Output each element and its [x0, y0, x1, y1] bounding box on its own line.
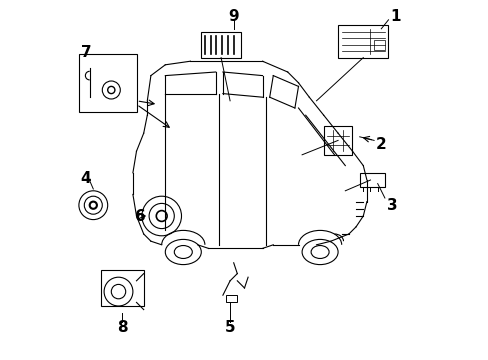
Bar [101, 270, 143, 306]
Text: 1: 1 [389, 9, 400, 24]
Bar [337, 25, 387, 58]
Text: 6: 6 [135, 208, 145, 224]
Bar [359, 173, 384, 187]
Text: 3: 3 [386, 198, 397, 213]
Text: 8: 8 [117, 320, 127, 335]
Text: 2: 2 [375, 136, 386, 152]
Text: 5: 5 [224, 320, 235, 335]
Bar [323, 126, 352, 155]
Bar [373, 40, 384, 50]
Bar [226, 295, 237, 302]
Bar [201, 32, 241, 58]
Text: 7: 7 [81, 45, 91, 60]
Text: 4: 4 [81, 171, 91, 186]
Bar [79, 54, 136, 112]
Text: 9: 9 [228, 9, 239, 24]
